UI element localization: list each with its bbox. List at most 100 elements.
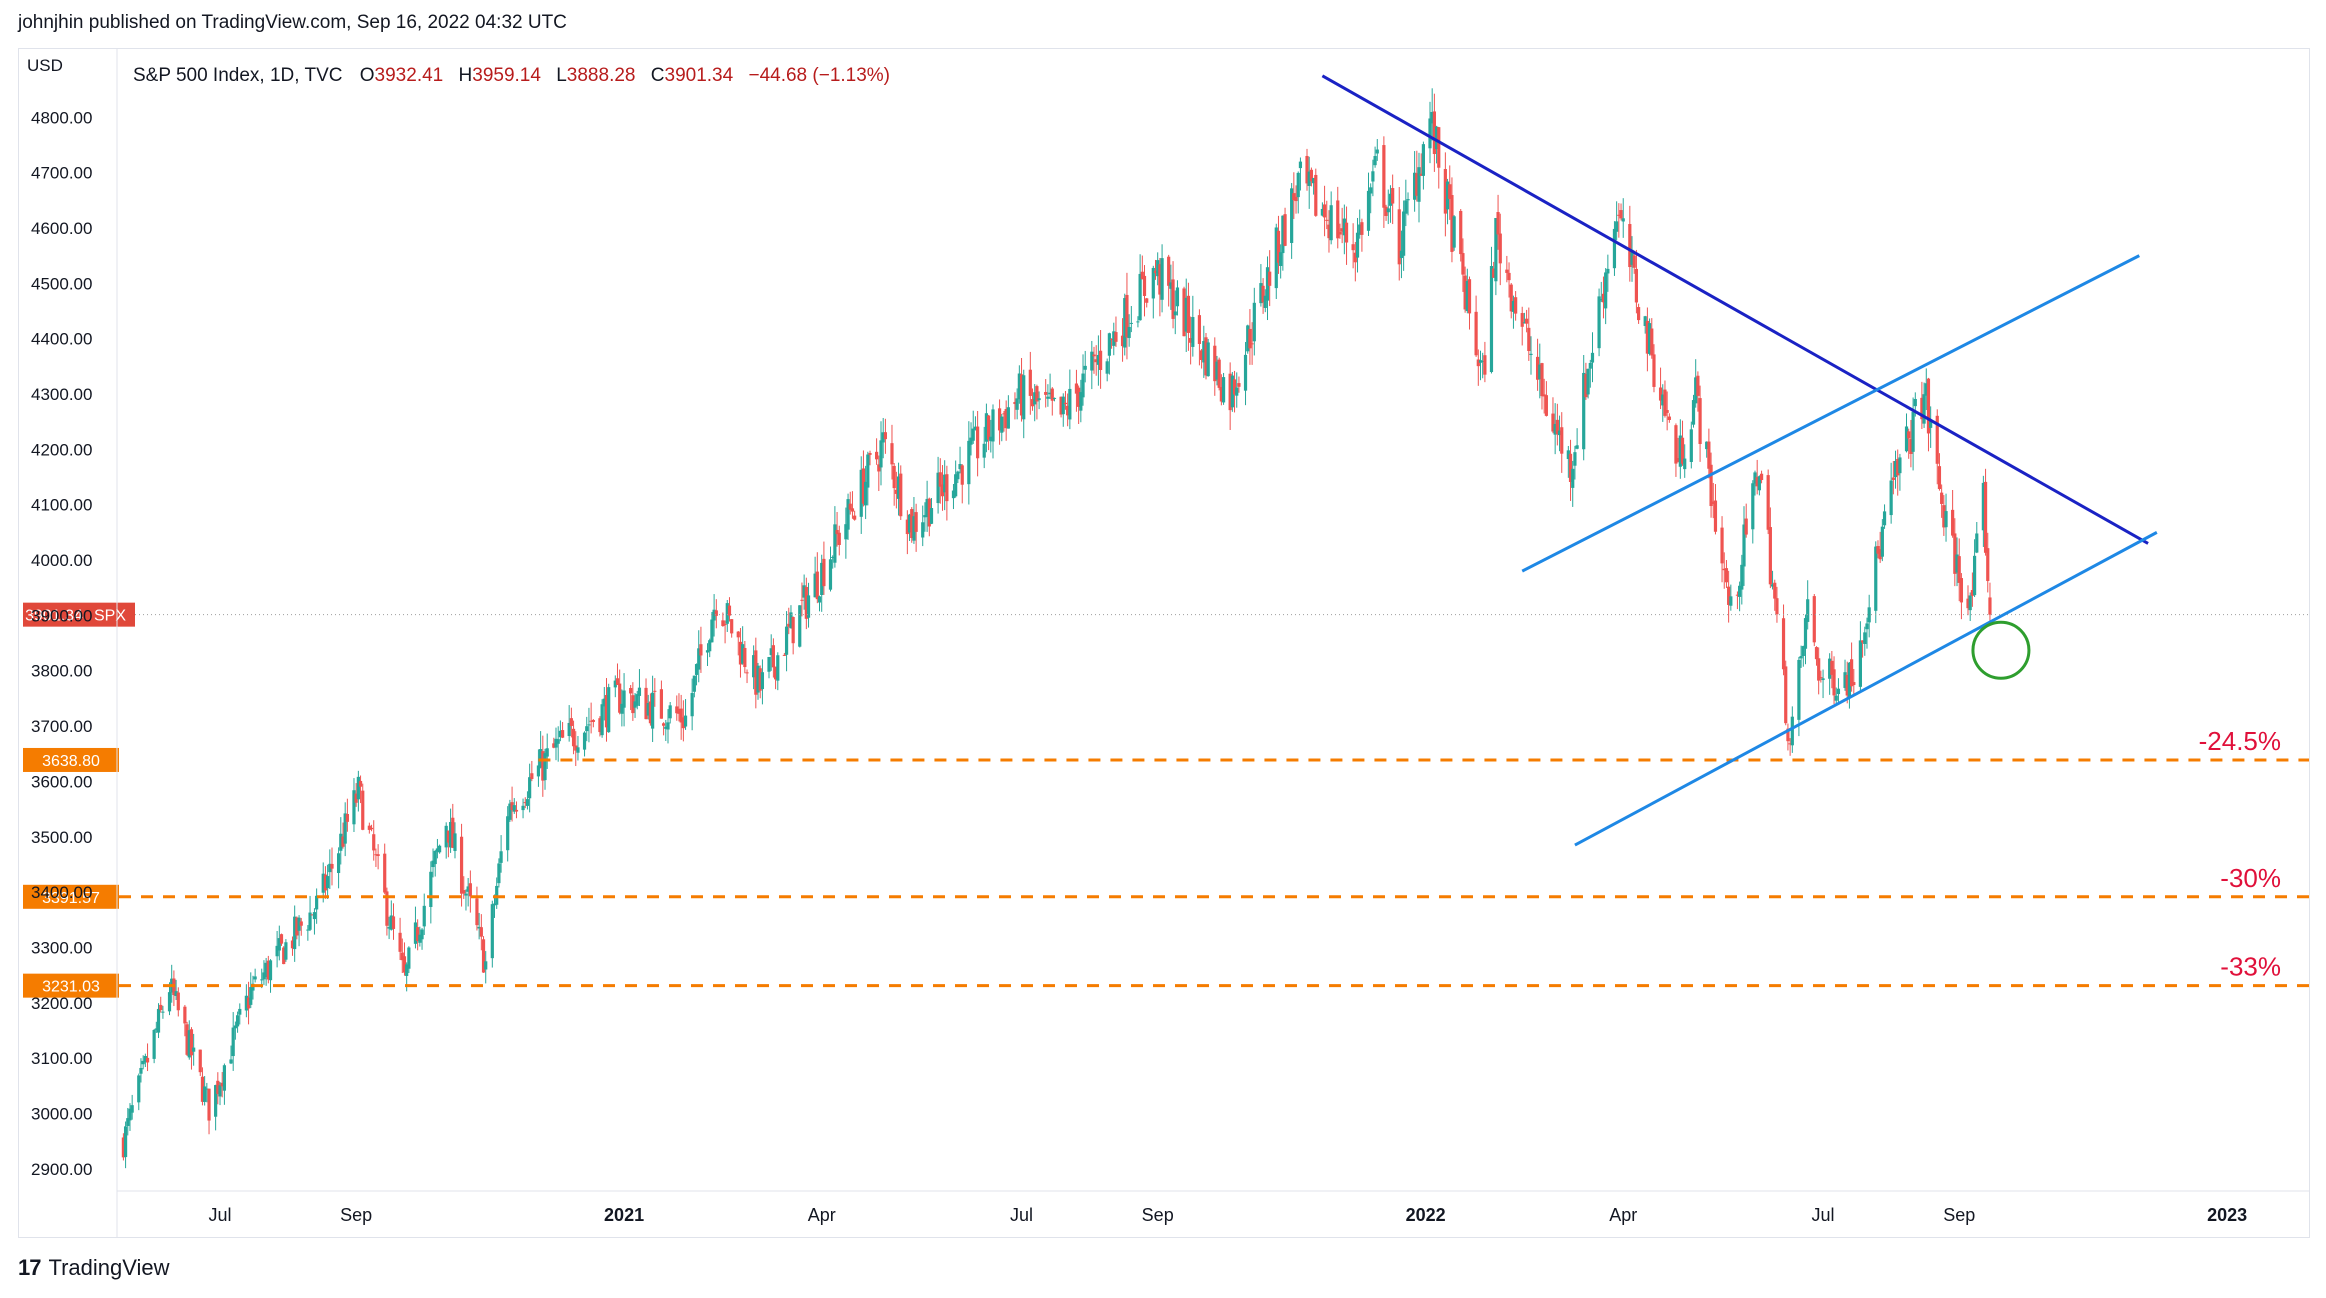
candle-body bbox=[361, 790, 365, 830]
candle-body bbox=[929, 508, 934, 524]
candle-body bbox=[1940, 492, 1944, 504]
candle-body bbox=[444, 825, 448, 848]
candle-body bbox=[1628, 224, 1632, 268]
candle-body bbox=[1889, 480, 1893, 516]
candle-body bbox=[1366, 190, 1371, 231]
candle-body bbox=[723, 624, 727, 626]
candle-body bbox=[875, 451, 879, 460]
candle-body bbox=[1525, 318, 1529, 324]
candle-body bbox=[1637, 307, 1641, 321]
candle-body bbox=[1744, 518, 1748, 535]
candle-body bbox=[339, 833, 343, 851]
candle-body bbox=[1911, 411, 1915, 452]
candle-body bbox=[1074, 383, 1079, 394]
candle-body bbox=[1351, 244, 1355, 251]
candle-body bbox=[984, 413, 989, 442]
candle-body bbox=[1022, 375, 1026, 420]
candle-body bbox=[1048, 392, 1052, 395]
candle-body bbox=[1125, 294, 1129, 338]
candle-body bbox=[214, 1085, 218, 1117]
candle-body bbox=[846, 499, 850, 530]
open-value: 3932.41 bbox=[375, 65, 444, 86]
candle-body bbox=[539, 749, 543, 768]
candle-body bbox=[752, 655, 756, 678]
candle-body bbox=[1434, 126, 1439, 150]
candle-body bbox=[1050, 388, 1054, 401]
candle-body bbox=[156, 1008, 161, 1033]
candle-body bbox=[1630, 249, 1634, 265]
candle-body bbox=[1028, 369, 1032, 396]
trendline-channel-top[interactable] bbox=[1521, 254, 2140, 573]
candle-body bbox=[1296, 172, 1300, 198]
candle-body bbox=[1924, 383, 1928, 396]
candle-body bbox=[1713, 500, 1718, 532]
candle-body bbox=[945, 474, 949, 502]
candle-body bbox=[1430, 111, 1434, 124]
candle-body bbox=[416, 927, 420, 942]
candle-body bbox=[820, 562, 824, 595]
candle-body bbox=[345, 814, 349, 822]
candle-body bbox=[1292, 193, 1296, 201]
candle-body bbox=[385, 891, 389, 926]
y-tick-label: 4400.00 bbox=[31, 330, 92, 349]
candle-body bbox=[512, 805, 516, 812]
candle-body bbox=[782, 654, 786, 656]
candle-body bbox=[714, 610, 718, 616]
candle-body bbox=[508, 803, 512, 820]
candle-body bbox=[629, 688, 633, 694]
candle-body bbox=[1729, 596, 1733, 606]
footer-brand[interactable]: 17 TradingView bbox=[18, 1255, 170, 1281]
candle-body bbox=[1922, 394, 1926, 424]
candle-body bbox=[315, 895, 319, 910]
candle-body bbox=[275, 945, 279, 957]
candle-body bbox=[383, 853, 387, 893]
candle-body bbox=[238, 1008, 242, 1015]
candle-body bbox=[343, 813, 347, 844]
candle-body bbox=[1268, 271, 1272, 286]
candle-body bbox=[644, 687, 648, 720]
candle-body bbox=[400, 952, 404, 961]
candle-body bbox=[910, 509, 914, 539]
trendline-channel-bottom[interactable] bbox=[1574, 531, 2158, 847]
candle-body bbox=[1667, 416, 1671, 420]
candle-body bbox=[1358, 224, 1362, 235]
candle-body bbox=[514, 809, 519, 812]
candle-body bbox=[433, 850, 437, 865]
candle-body bbox=[681, 717, 685, 729]
candle-body bbox=[1799, 656, 1803, 659]
candle-body bbox=[295, 917, 299, 936]
trendline-resistance[interactable] bbox=[1321, 74, 2149, 545]
candle-body bbox=[976, 426, 980, 459]
candle-body bbox=[464, 893, 468, 896]
candle-body bbox=[1801, 646, 1805, 656]
candle-body bbox=[600, 704, 604, 736]
candlestick-chart[interactable]: 3901.34 SPX 3638.80 -24.5% 3391.57 -30% 3231.0… bbox=[19, 49, 2309, 1241]
y-tick-label: 3200.00 bbox=[31, 994, 92, 1013]
candle-body bbox=[479, 927, 483, 937]
candle-body bbox=[631, 695, 635, 714]
candle-body bbox=[1189, 338, 1193, 343]
candle-body bbox=[1274, 227, 1278, 289]
candle-body bbox=[128, 1108, 132, 1121]
y-tick-label: 4600.00 bbox=[31, 219, 92, 238]
candle-body bbox=[1421, 144, 1425, 176]
candle-body bbox=[1046, 396, 1050, 399]
candle-body bbox=[574, 745, 578, 751]
candle-body bbox=[1582, 372, 1586, 450]
candle-body bbox=[664, 726, 668, 729]
target-circle-marker[interactable] bbox=[1971, 620, 2031, 680]
y-tick-label: 3300.00 bbox=[31, 938, 92, 957]
candle-body bbox=[850, 508, 855, 512]
chart-frame[interactable]: 3901.34 SPX 3638.80 -24.5% 3391.57 -30% 3231.0… bbox=[18, 48, 2310, 1241]
candle-body bbox=[1461, 253, 1465, 275]
candle-body bbox=[1314, 174, 1318, 216]
candle-body bbox=[1784, 666, 1788, 724]
candle-body bbox=[817, 596, 822, 603]
candle-body bbox=[1520, 313, 1524, 327]
close-label: C bbox=[651, 65, 665, 86]
candle-body bbox=[745, 672, 749, 674]
candle-body bbox=[266, 960, 270, 980]
candle-body bbox=[591, 719, 595, 723]
candle-body bbox=[1402, 211, 1406, 256]
candle-body bbox=[1803, 618, 1808, 649]
